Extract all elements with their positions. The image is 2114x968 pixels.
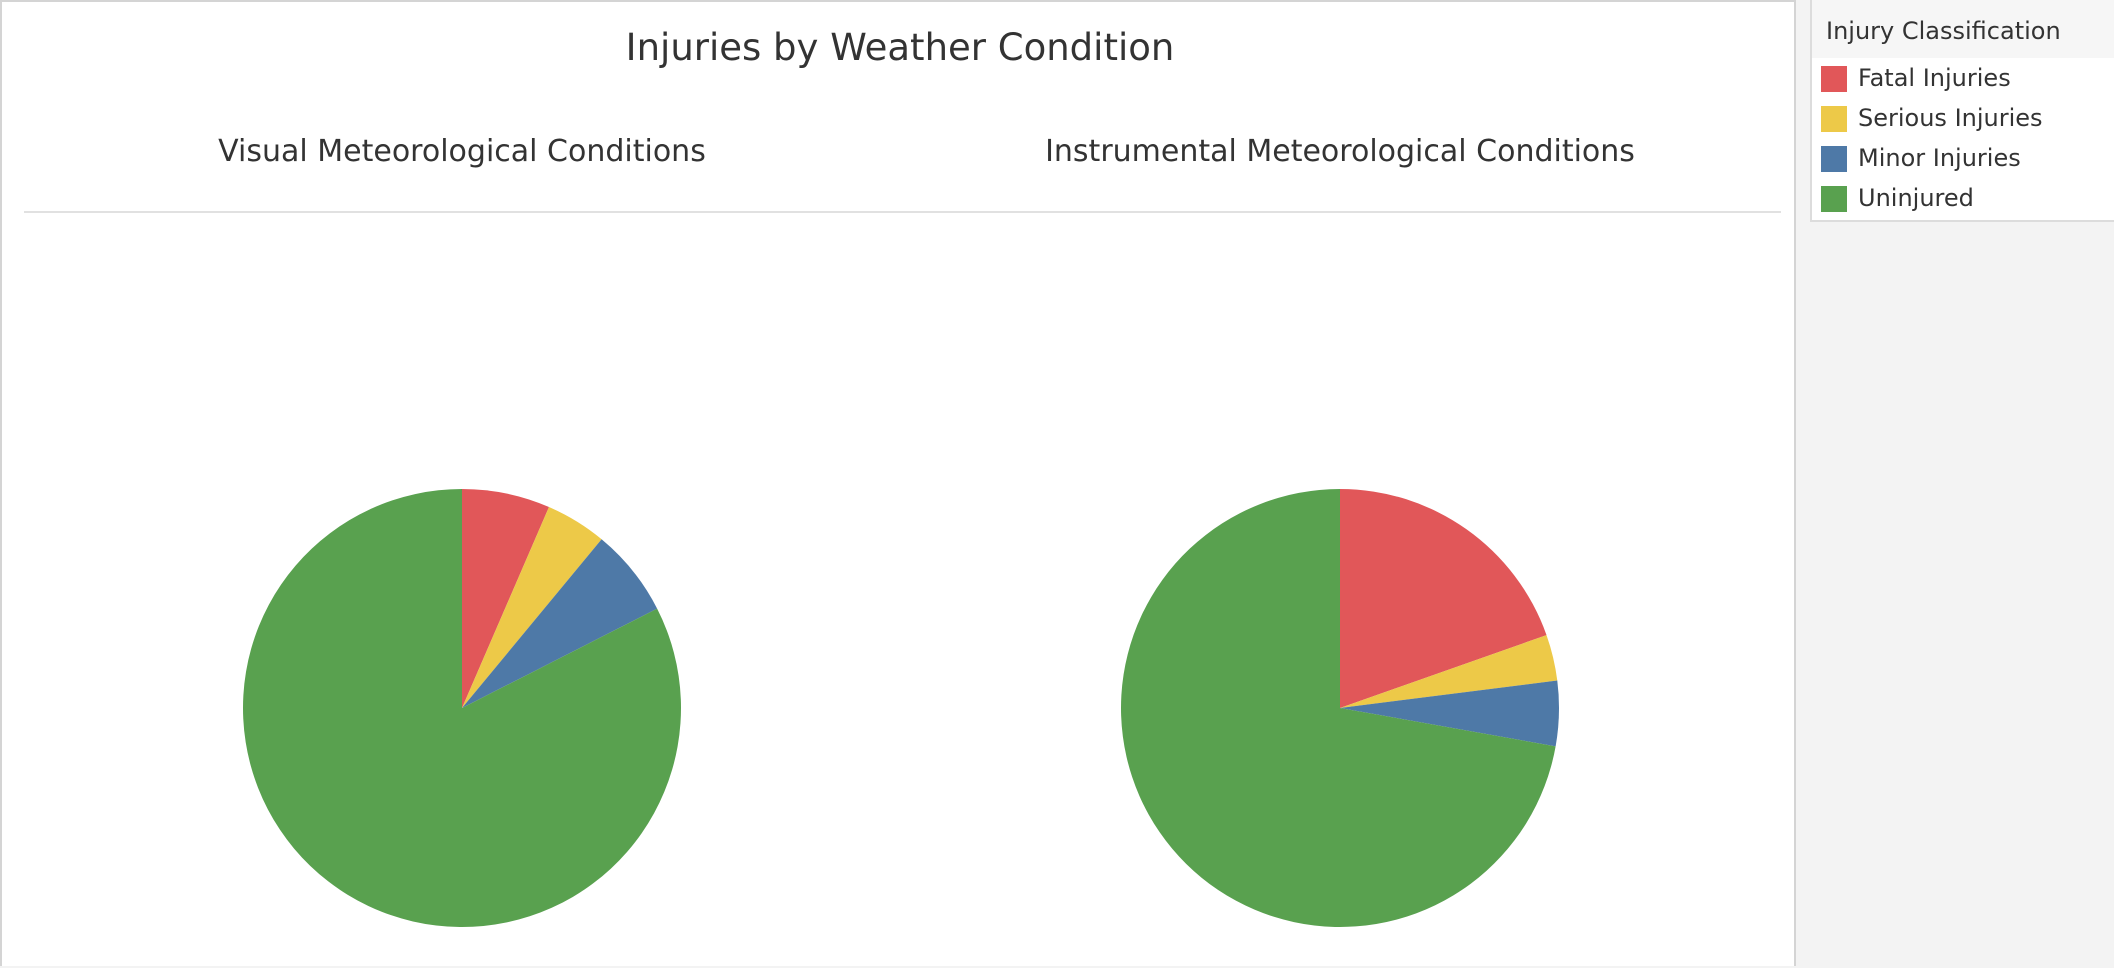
legend-title: Injury Classification xyxy=(1812,0,2114,58)
legend-item-serious[interactable]: Serious Injuries xyxy=(1812,98,2114,138)
legend-label: Minor Injuries xyxy=(1858,144,2021,172)
pie-charts xyxy=(242,489,1559,927)
pie-instrumental-slice-fatal[interactable] xyxy=(1340,489,1547,708)
pane-title-instrumental: Instrumental Meteorological Conditions xyxy=(1045,134,1635,169)
legend-label: Serious Injuries xyxy=(1858,104,2043,132)
header-divider xyxy=(24,211,1781,213)
pie-visual-slice-fatal[interactable] xyxy=(462,489,549,708)
legend-item-fatal[interactable]: Fatal Injuries xyxy=(1812,58,2114,98)
pane-title-visual: Visual Meteorological Conditions xyxy=(218,134,706,169)
pie-instrumental-slice-serious[interactable] xyxy=(1340,635,1558,708)
dashboard-canvas: Injuries by Weather Condition Visual Met… xyxy=(0,0,1796,966)
pie-instrumental-slice-minor[interactable] xyxy=(1340,680,1559,747)
pie-visual-slice-minor[interactable] xyxy=(462,539,658,708)
legend-swatch-serious xyxy=(1821,106,1847,132)
legend-swatch-uninjured xyxy=(1821,186,1847,212)
legend-swatch-minor xyxy=(1821,146,1847,172)
pie-instrumental-slice-uninjured[interactable] xyxy=(1121,489,1556,927)
legend-label: Fatal Injuries xyxy=(1858,64,2011,92)
legend-swatch-fatal xyxy=(1821,66,1847,92)
legend: Injury Classification Fatal Injuries Ser… xyxy=(1810,0,2114,222)
chart-title: Injuries by Weather Condition xyxy=(625,26,1175,69)
legend-item-minor[interactable]: Minor Injuries xyxy=(1812,138,2114,178)
pie-visual-slice-serious[interactable] xyxy=(462,507,602,708)
pie-visual-slice-uninjured[interactable] xyxy=(242,489,681,927)
legend-label: Uninjured xyxy=(1858,184,1974,212)
legend-item-uninjured[interactable]: Uninjured xyxy=(1812,178,2114,218)
